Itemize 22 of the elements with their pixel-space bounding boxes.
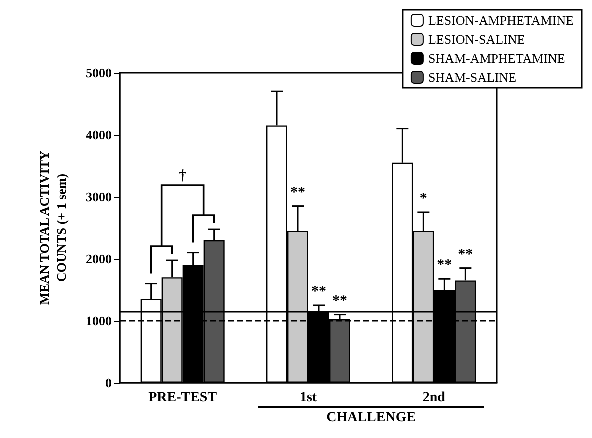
annotation: † [179,168,188,184]
annotation: ** [437,258,452,274]
y-tick-label: 3000 [86,190,112,204]
x-tick-label: 2nd [422,390,446,406]
legend-label: LESION-AMPHETAMINE [428,13,574,28]
annotation: ** [312,284,326,300]
legend-label: LESION-SALINE [428,32,526,47]
annotation: ** [458,246,474,263]
annotation: ** [332,293,348,310]
annotation: * [420,191,428,207]
y-tick-label: 1000 [86,314,112,328]
y-tick-label: 2000 [86,252,112,266]
x-tick-label: 1st [300,390,318,406]
y-tick-label: 4000 [86,128,112,142]
annotation: ** [290,184,306,201]
text: CHALLENGE [326,410,416,426]
legend-label: SHAM-AMPHETAMINE [428,51,566,66]
legend-label: SHAM-SALINE [428,70,517,85]
y-tick-label: 0 [106,376,112,390]
x-tick-label: PRE-TEST [148,390,218,406]
y-tick-label: 5000 [86,66,112,80]
y-axis-title: MEAN TOTAL ACTIVITY COUNTS (+ 1 sem) [37,150,69,305]
